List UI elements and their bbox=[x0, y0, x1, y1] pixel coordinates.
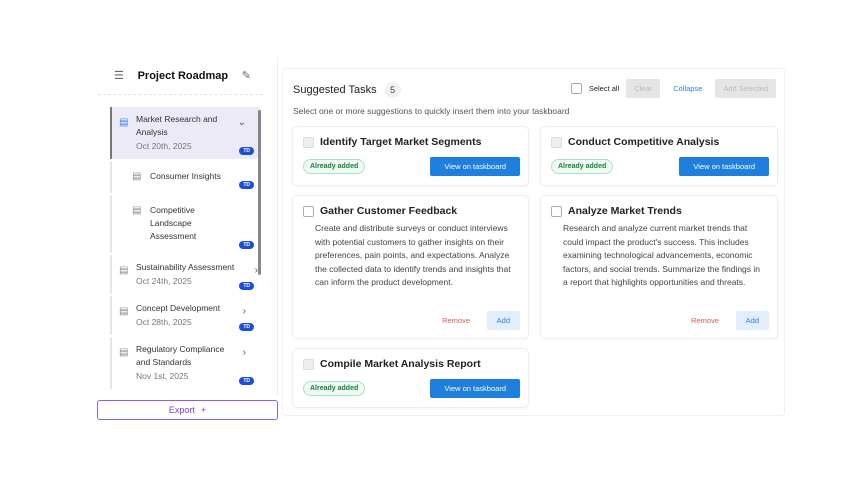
count-badge: 5 bbox=[384, 82, 401, 98]
task-title: Analyze Market Trends bbox=[568, 205, 682, 217]
menu-icon[interactable]: ☰ bbox=[114, 70, 124, 82]
roadmap-item[interactable]: ▤ Market Research and Analysis Oct 20th, 2… bbox=[110, 107, 260, 159]
sidebar-header: ☰ Project Roadmap ✎ bbox=[98, 57, 263, 95]
roadmap-list: ▤ Market Research and Analysis Oct 20th, 2… bbox=[110, 107, 260, 392]
roadmap-subitem[interactable]: ▤ Consumer Insights TD bbox=[110, 161, 260, 193]
chevron-right-icon[interactable]: › bbox=[242, 306, 246, 317]
panel-description: Select one or more suggestions to quickl… bbox=[293, 106, 570, 116]
view-on-taskboard-button[interactable]: View on taskboard bbox=[430, 379, 520, 398]
item-name: Regulatory Compliance and Standards bbox=[136, 344, 225, 367]
task-checkbox bbox=[551, 136, 562, 148]
item-date: Oct 24th, 2025 bbox=[136, 276, 192, 286]
task-title: Conduct Competitive Analysis bbox=[568, 136, 720, 148]
roadmap-item[interactable]: ▤ Concept Development Oct 28th, 2025 › TD bbox=[110, 296, 260, 335]
plus-icon: + bbox=[200, 405, 207, 415]
chevron-right-icon[interactable]: › bbox=[254, 265, 258, 276]
suggested-tasks-panel: Suggested Tasks 5 Select all Clear Collap… bbox=[282, 68, 785, 416]
board-icon: ▤ bbox=[132, 171, 142, 182]
select-all-label[interactable]: Select all bbox=[588, 84, 620, 93]
assignee-badge: TD bbox=[239, 377, 254, 385]
task-card: Conduct Competitive Analysis Already add… bbox=[540, 126, 778, 186]
panel-title: Suggested Tasks bbox=[293, 84, 377, 96]
task-card: Compile Market Analysis Report Already a… bbox=[292, 348, 529, 408]
assignee-badge: TD bbox=[239, 147, 254, 155]
remove-button[interactable]: Remove bbox=[691, 316, 719, 325]
add-button[interactable]: Add bbox=[486, 311, 520, 330]
view-on-taskboard-button[interactable]: View on taskboard bbox=[679, 157, 769, 176]
board-icon: ▤ bbox=[132, 205, 142, 216]
chevron-right-icon[interactable]: › bbox=[242, 347, 246, 358]
item-date: Oct 28th, 2025 bbox=[136, 317, 192, 327]
project-title: Project Roadmap bbox=[137, 69, 229, 82]
remove-button[interactable]: Remove bbox=[442, 316, 470, 325]
clear-button[interactable]: Clear bbox=[626, 79, 661, 98]
view-on-taskboard-button[interactable]: View on taskboard bbox=[430, 157, 520, 176]
task-description: Create and distribute surveys or conduct… bbox=[315, 223, 511, 287]
task-card: Identify Target Market Segments Already … bbox=[292, 126, 529, 186]
pencil-icon[interactable]: ✎ bbox=[241, 70, 251, 82]
board-icon: ▤ bbox=[119, 347, 129, 358]
item-date: Nov 1st, 2025 bbox=[136, 371, 189, 381]
assignee-badge: TD bbox=[239, 282, 254, 290]
status-badge: Already added bbox=[303, 381, 366, 396]
item-name: Concept Development bbox=[136, 303, 221, 313]
select-all-checkbox[interactable] bbox=[570, 83, 582, 94]
task-title: Gather Customer Feedback bbox=[320, 205, 458, 217]
task-checkbox[interactable] bbox=[303, 205, 314, 217]
board-icon: ▤ bbox=[119, 265, 129, 276]
item-name: Consumer Insights bbox=[150, 171, 221, 181]
export-label: Export bbox=[168, 405, 195, 415]
collapse-button[interactable]: Collapse bbox=[673, 84, 703, 93]
task-checkbox bbox=[303, 358, 314, 370]
task-title: Compile Market Analysis Report bbox=[320, 358, 481, 370]
status-badge: Already added bbox=[551, 159, 614, 174]
add-button[interactable]: Add bbox=[735, 311, 769, 330]
roadmap-item[interactable]: ▤ Regulatory Compliance and Standards Nov … bbox=[110, 337, 260, 389]
item-date: Oct 20th, 2025 bbox=[136, 141, 192, 151]
chevron-down-icon[interactable]: ⌄ bbox=[237, 117, 246, 128]
board-icon: ▤ bbox=[119, 306, 129, 317]
sidebar-scrollbar[interactable] bbox=[258, 110, 261, 275]
roadmap-subitem[interactable]: ▤ Competitive Landscape Assessment TD bbox=[110, 195, 260, 253]
task-checkbox bbox=[303, 136, 314, 148]
task-checkbox[interactable] bbox=[551, 205, 562, 217]
sidebar: ☰ Project Roadmap ✎ ▤ Market Research and… bbox=[98, 57, 278, 395]
add-selected-button[interactable]: Add Selected bbox=[715, 79, 776, 98]
item-name: Sustainability Assessment bbox=[136, 262, 235, 272]
task-title: Identify Target Market Segments bbox=[320, 136, 482, 148]
item-name: Competitive Landscape Assessment bbox=[150, 205, 197, 241]
assignee-badge: TD bbox=[239, 181, 254, 189]
roadmap-item[interactable]: ▤ Sustainability Assessment Oct 24th, 2025… bbox=[110, 255, 260, 294]
task-card: Gather Customer Feedback Create and dist… bbox=[292, 195, 529, 339]
board-icon: ▤ bbox=[119, 117, 129, 128]
export-button[interactable]: Export + bbox=[97, 400, 278, 420]
assignee-badge: TD bbox=[239, 323, 254, 331]
item-name: Market Research and Analysis bbox=[136, 114, 218, 137]
status-badge: Already added bbox=[303, 159, 366, 174]
assignee-badge: TD bbox=[239, 241, 254, 249]
task-card: Analyze Market Trends Research and analy… bbox=[540, 195, 778, 339]
task-description: Research and analyze current market tren… bbox=[563, 223, 761, 287]
